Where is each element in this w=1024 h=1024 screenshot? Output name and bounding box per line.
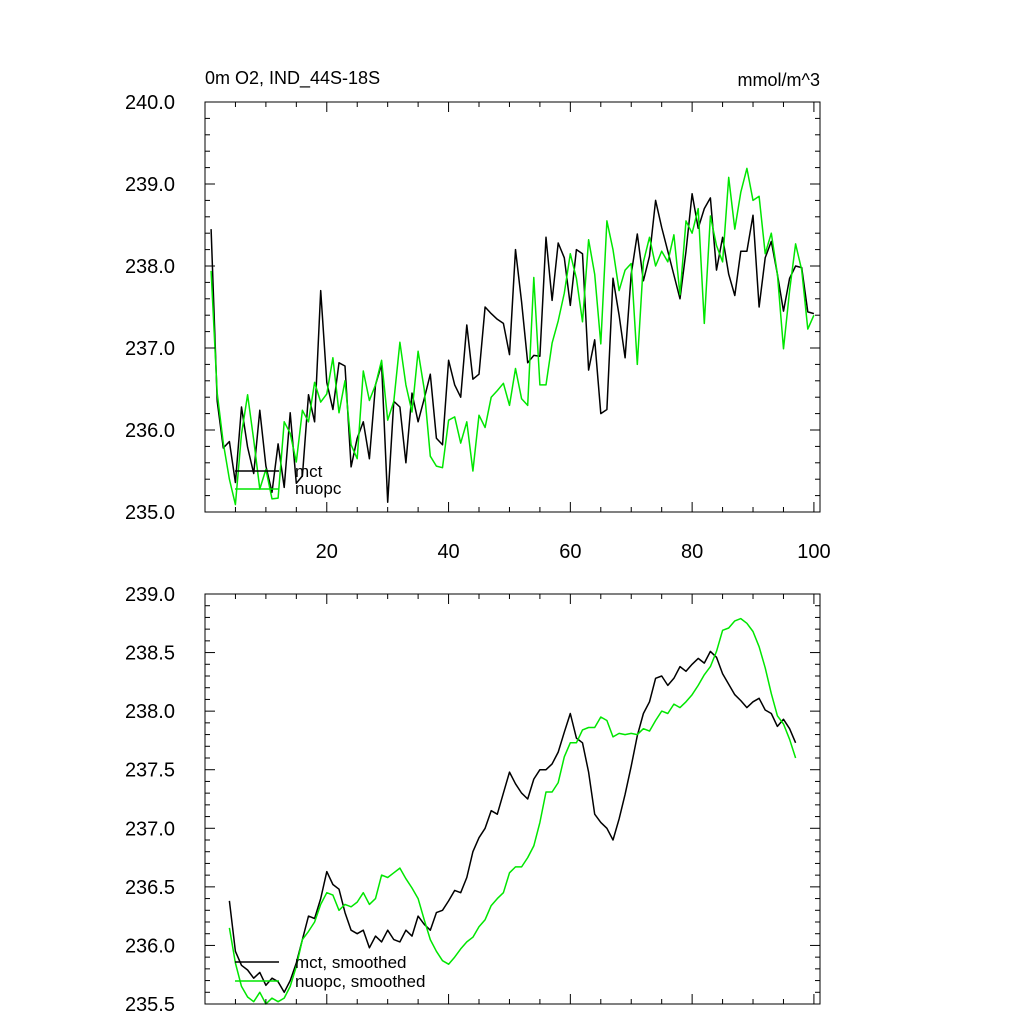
legend: mct nuopc bbox=[235, 462, 342, 498]
x-tick-label: 100 bbox=[797, 541, 830, 563]
y-tick-label: 239.0 bbox=[125, 174, 175, 196]
x-tick-label: 40 bbox=[437, 541, 459, 563]
plot-frame bbox=[204, 593, 821, 1005]
series-line-nuopc-smoothed bbox=[228, 617, 797, 1005]
units-label: mmol/m^3 bbox=[738, 70, 820, 90]
axis-ticks: 235.5 236.0 236.5 237.0 237.5 238.0 238.5 239.0 bbox=[125, 584, 820, 1016]
y-tick-label: 238.5 bbox=[125, 643, 175, 665]
y-tick-label: 235.5 bbox=[125, 994, 175, 1016]
plot-area bbox=[210, 167, 815, 506]
y-tick-label: 237.0 bbox=[125, 338, 175, 360]
y-tick-label: 237.5 bbox=[125, 760, 175, 782]
y-tick-label: 237.0 bbox=[125, 818, 175, 840]
top-panel: 0m O2, IND_44S-18S mmol/m^3 20 40 60 80 1002… bbox=[125, 68, 831, 563]
legend-label-mct: mct bbox=[295, 462, 323, 481]
y-tick-label: 236.0 bbox=[125, 935, 175, 957]
series-line-mct-smoothed bbox=[228, 650, 797, 994]
y-tick-label: 239.0 bbox=[125, 584, 175, 606]
legend-label-nuopc-smoothed: nuopc, smoothed bbox=[295, 972, 425, 991]
x-tick-label: 60 bbox=[559, 541, 581, 563]
y-tick-label: 235.0 bbox=[125, 502, 175, 524]
y-tick-label: 236.5 bbox=[125, 877, 175, 899]
series-line-nuopc bbox=[210, 167, 815, 506]
x-tick-label: 80 bbox=[681, 541, 703, 563]
y-tick-label: 238.0 bbox=[125, 701, 175, 723]
legend: mct, smoothed nuopc, smoothed bbox=[235, 953, 425, 991]
plot-area bbox=[228, 617, 797, 1005]
axis-ticks: 20 40 60 80 100 235.0 236.0 237.0 238.0 239.0 240.… bbox=[125, 92, 831, 563]
y-tick-label: 240.0 bbox=[125, 92, 175, 114]
bottom-panel: 235.5 236.0 236.5 237.0 237.5 238.0 238.5 239.0… bbox=[125, 584, 821, 1016]
x-tick-label: 20 bbox=[316, 541, 338, 563]
legend-label-mct-smoothed: mct, smoothed bbox=[295, 953, 407, 972]
legend-label-nuopc: nuopc bbox=[295, 479, 342, 498]
plot-frame bbox=[204, 101, 821, 513]
y-tick-label: 236.0 bbox=[125, 420, 175, 442]
y-tick-label: 238.0 bbox=[125, 256, 175, 278]
chart-title: 0m O2, IND_44S-18S bbox=[205, 68, 380, 89]
